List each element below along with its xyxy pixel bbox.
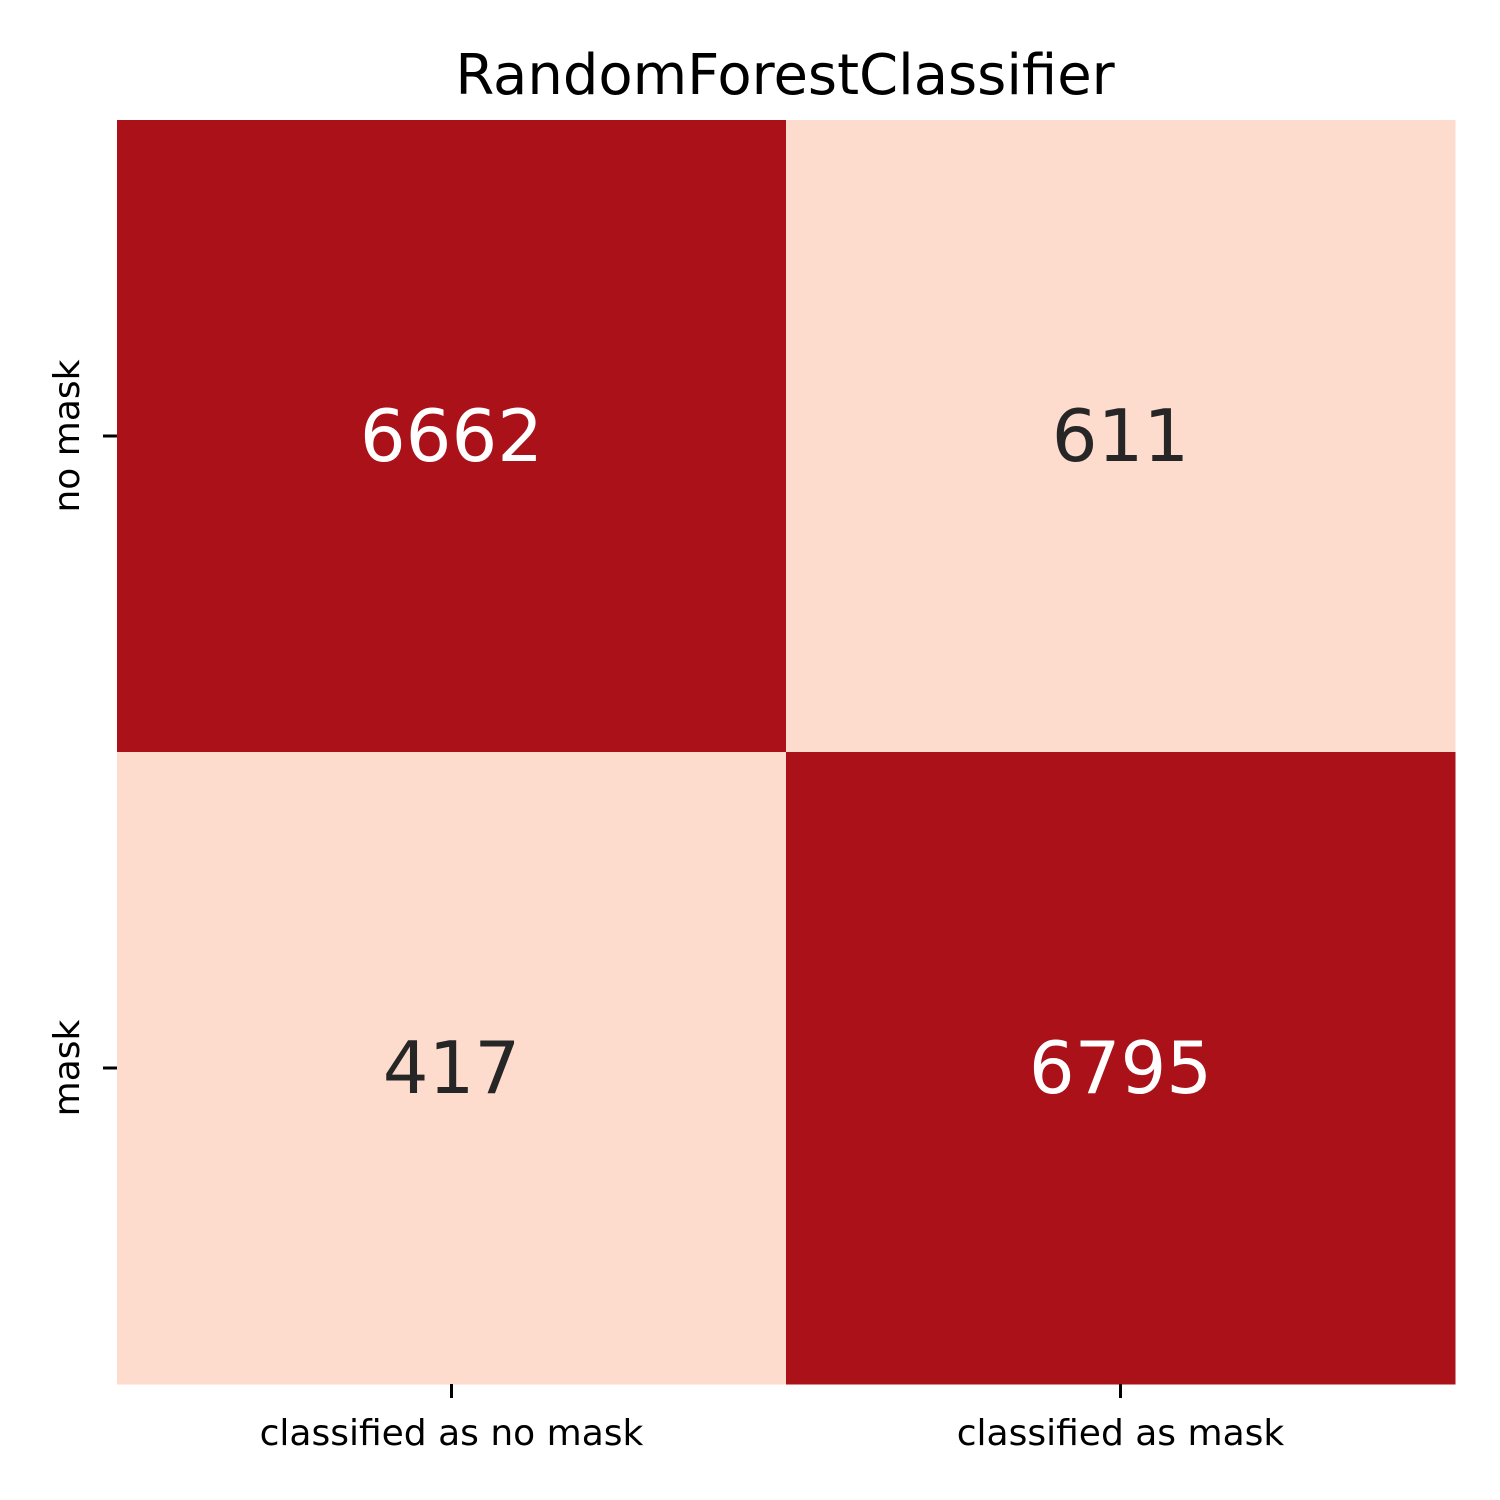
heatmap-cell-0-1 — [786, 120, 1456, 753]
cell-value-label-1-0: 417 — [383, 1026, 520, 1110]
axis-ticks: no mask mask classified as no mask classifi… — [47, 359, 1284, 1454]
heatmap-cell-1-0 — [117, 752, 787, 1385]
heatmap-cells: 6662 611 417 6795 — [117, 120, 1456, 1385]
cell-value-label-0-0: 6662 — [360, 394, 543, 478]
y-tick-label-0: no mask — [47, 359, 88, 512]
x-tick-label-1: classified as mask — [957, 1413, 1285, 1454]
cell-value-label-1-1: 6795 — [1029, 1026, 1212, 1110]
x-tick-label-0: classified as no mask — [260, 1413, 644, 1454]
chart-title: RandomForestClassifier — [455, 43, 1115, 108]
heatmap-cell-0-0 — [117, 120, 787, 753]
heatmap-cell-1-1 — [786, 752, 1456, 1385]
cell-value-label-0-1: 611 — [1052, 394, 1189, 478]
y-tick-label-1: mask — [47, 1019, 88, 1116]
